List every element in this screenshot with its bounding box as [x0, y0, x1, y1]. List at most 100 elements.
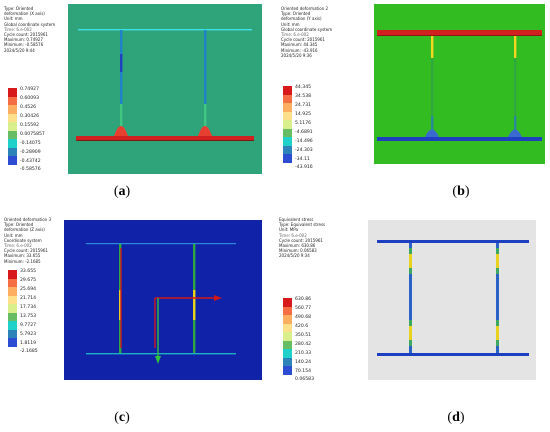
info-line: Maximum: 0.74927 [4, 37, 43, 43]
legend-color-bar [283, 86, 292, 163]
left-fillet-bottom [425, 129, 439, 137]
left-fillet [114, 126, 128, 136]
info-line: Unit: mm [281, 21, 300, 27]
legend-swatch [8, 122, 17, 131]
panel-c-viewport [64, 220, 262, 380]
legend-label: 21.714 [20, 296, 37, 301]
legend-swatch [8, 147, 17, 156]
info-line: deformation (Z axis) [4, 227, 45, 233]
panel-d-info: Equivalent stress Type: Equivalent stres… [279, 217, 325, 259]
legend-color-bar [8, 270, 17, 347]
left-web-lower-hot [409, 326, 412, 340]
legend-swatch [8, 270, 17, 279]
panel-a: Type: Oriented deformation (X axis) Unit… [0, 0, 275, 216]
legend-label: 630.86 [295, 297, 312, 302]
legend-label: 1.8119 [20, 341, 37, 346]
panel-a-model [76, 29, 254, 141]
info-line: Unit: MPa [279, 227, 298, 233]
left-web-mid [120, 54, 123, 72]
info-line: Global coordinate system [4, 21, 56, 27]
legend-swatch [8, 88, 17, 97]
legend-swatch [283, 120, 292, 129]
right-web-lower [514, 116, 517, 137]
legend-label: 280.42 [295, 342, 312, 347]
legend-label: 29.675 [20, 278, 37, 283]
legend-swatch [8, 312, 17, 321]
left-web-lower [120, 104, 123, 136]
legend-label: 5.7923 [20, 332, 37, 337]
legend-label: 17.734 [20, 305, 37, 310]
bottom-flange-edge [76, 140, 254, 141]
legend-label: 0.15592 [20, 123, 39, 128]
left-web-lower [431, 116, 434, 137]
legend-label: 14.925 [295, 112, 312, 117]
legend-swatch [8, 130, 17, 139]
legend-swatch [283, 137, 292, 146]
left-web [409, 243, 412, 353]
legend-swatch [8, 287, 17, 296]
info-line: Global coordinate system [281, 26, 333, 32]
legend-label: -43.916 [295, 165, 313, 170]
info-line: Time: 6.e-002 [281, 32, 309, 38]
panel-b-viewport [374, 4, 545, 164]
legend-swatch [283, 332, 292, 341]
info-line: Type: Oriented [4, 222, 34, 228]
legend-label: 0.4526 [20, 105, 37, 110]
bottom-flange [76, 136, 254, 140]
x-arrow [214, 295, 222, 301]
legend-label: -34.11 [295, 157, 310, 162]
info-line: deformation (Y axis) [281, 16, 322, 22]
legend-label: 34.538 [295, 94, 312, 99]
legend-label: 25.694 [20, 287, 37, 292]
left-web-upper-hot [409, 254, 412, 268]
legend-label: -2.1685 [20, 349, 38, 354]
legend-label: 420.6 [295, 324, 309, 329]
right-web-lower [204, 104, 207, 136]
legend-label: 33.655 [20, 269, 37, 274]
legend-label: 0.0075857 [20, 132, 45, 137]
info-line: Unit: mm [4, 232, 23, 238]
info-line: Coordinate system [4, 237, 42, 243]
caption-a: (a) [113, 184, 131, 199]
info-line: Time: 6.e-002 [279, 232, 307, 238]
legend-swatch [283, 94, 292, 103]
legend-swatch [8, 321, 17, 330]
legend-label: 490.68 [295, 315, 312, 320]
left-web-upper [431, 36, 434, 58]
right-web [204, 30, 207, 136]
info-line: Cycle count: 2015961 [4, 32, 48, 38]
panel-d-model [377, 240, 529, 356]
left-web [120, 30, 123, 136]
info-line: Maximum: 44.345 [281, 42, 318, 48]
legend-label: -14.496 [295, 139, 313, 144]
legend-label: 0.74927 [20, 87, 39, 92]
panel-a-legend: 0.74927 0.60093 0.4526 0.30426 0.15592 0… [8, 87, 68, 172]
legend-label: 350.51 [295, 333, 312, 338]
legend-label: -4.6891 [295, 130, 313, 135]
panel-c-model [86, 243, 236, 364]
right-web [514, 36, 517, 137]
info-line: Unit: mm [4, 16, 23, 22]
legend-swatch [283, 145, 292, 154]
panel-b: Oriented deformation 2 Type: Oriented de… [275, 0, 550, 216]
panel-d-viewport [368, 220, 536, 380]
right-fillet [198, 126, 212, 136]
legend-swatch [8, 139, 17, 148]
panel-b-title: Oriented deformation 2 [281, 6, 328, 11]
right-web [496, 243, 499, 353]
legend-swatch [8, 105, 17, 114]
legend-label: 44.345 [295, 85, 312, 90]
info-line: Time: 6.e-002 [4, 26, 32, 32]
info-line: Maximum: 630.86 [279, 243, 316, 249]
panel-c-info: Oriented deformation 3 Type: Oriented de… [4, 217, 51, 264]
legend-swatch [283, 349, 292, 358]
legend-swatch [8, 304, 17, 313]
legend-color-bar [8, 88, 17, 165]
legend-color-bar [283, 298, 292, 375]
panel-d: Equivalent stress Type: Equivalent stres… [275, 216, 550, 432]
legend-label: -0.14075 [20, 141, 41, 146]
legend-swatch [8, 329, 17, 338]
z-arrow [155, 356, 161, 364]
top-flange [377, 240, 529, 243]
bottom-flange [377, 353, 529, 356]
